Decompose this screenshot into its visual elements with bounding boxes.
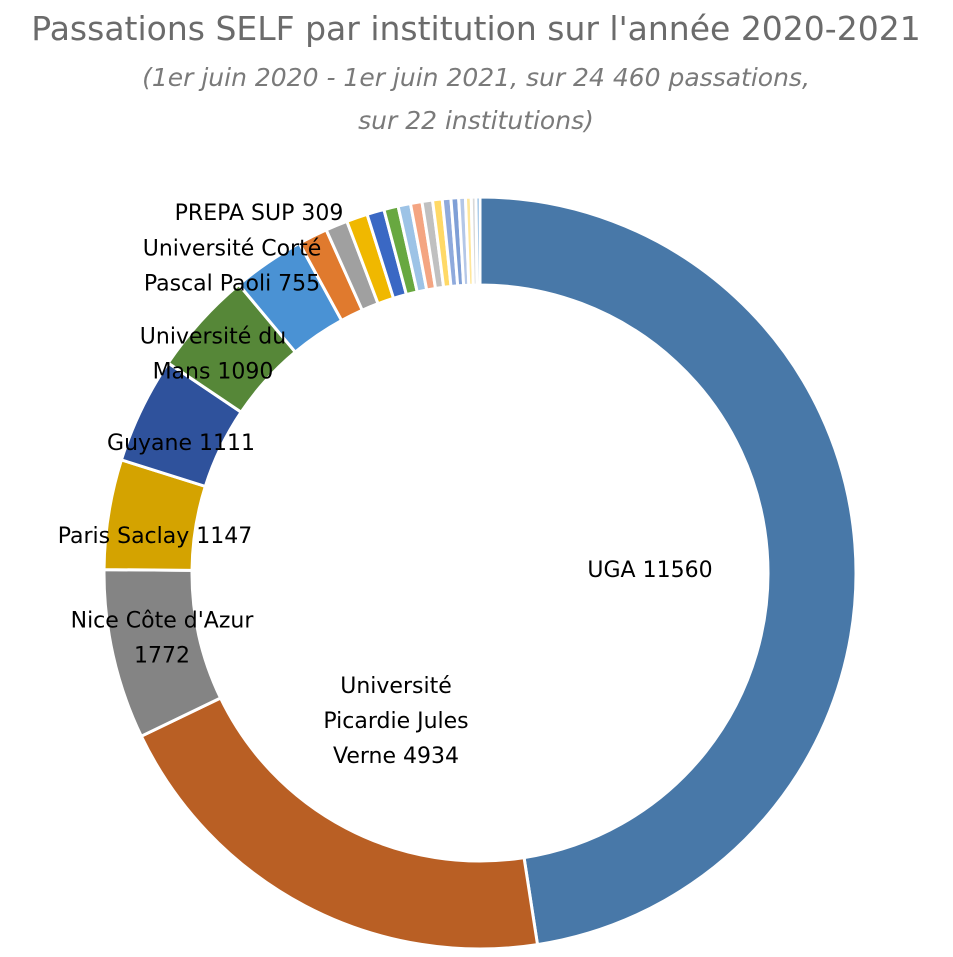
slice-label-3-line-2: 1772	[134, 644, 190, 669]
slice-label-5-line-1: Guyane 1111	[107, 431, 255, 456]
slice-2	[139, 696, 540, 951]
slice-label-1-line-1: UGA 11560	[587, 558, 712, 583]
slice-label-2-line-1: Université	[340, 674, 452, 699]
data-labels: UGA 11560 Université Picardie Jules Verne 4…	[58, 201, 713, 769]
slice-1	[478, 195, 858, 947]
slice-22	[474, 195, 482, 287]
doughnut-slices	[102, 195, 858, 951]
slice-label-2-line-2: Picardie Jules	[323, 709, 468, 734]
slice-label-6-line-2: Mans 1090	[153, 360, 274, 385]
slice-label-7-line-1: Université Corté	[143, 237, 322, 262]
slice-label-8-line-1: PREPA SUP 309	[175, 201, 344, 226]
slice-label-6-line-1: Université du	[140, 325, 286, 350]
chart-subtitle-line-2: sur 22 institutions)	[358, 106, 594, 135]
slice-label-7-line-2: Pascal Paoli 755	[144, 272, 320, 297]
slice-label-4-line-1: Paris Saclay 1147	[58, 524, 253, 549]
slice-label-3-line-1: Nice Côte d'Azur	[71, 609, 255, 634]
chart-title: Passations SELF par institution sur l'an…	[31, 9, 920, 48]
slice-label-2-line-3: Verne 4934	[333, 744, 459, 769]
chart-subtitle-line-1: (1er juin 2020 - 1er juin 2021, sur 24 4…	[142, 63, 810, 92]
